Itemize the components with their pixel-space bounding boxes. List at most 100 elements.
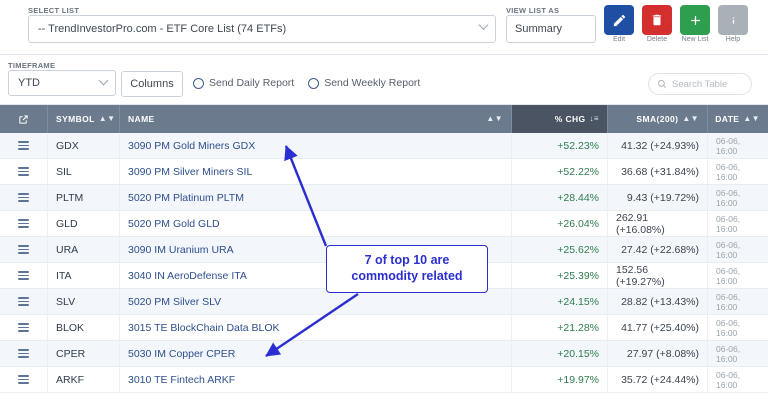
table-row[interactable]: SLV 5020 PM Silver SLV +24.15% 28.82 (+13.4…: [0, 289, 768, 315]
row-name[interactable]: 3090 PM Silver Miners SIL: [120, 159, 512, 184]
edit-button-label: Edit: [612, 36, 626, 43]
row-menu-button[interactable]: [0, 159, 48, 184]
hamburger-icon: [18, 349, 29, 358]
table-header-date-label: DATE: [715, 114, 740, 124]
hamburger-icon: [18, 193, 29, 202]
row-date: 06-06, 16:00: [716, 369, 741, 390]
table-header-pct-change[interactable]: % CHG ↓≡: [512, 105, 608, 133]
row-menu-button[interactable]: [0, 185, 48, 210]
row-menu-button[interactable]: [0, 341, 48, 366]
table-header-name[interactable]: NAME ▲▼: [120, 105, 512, 133]
info-icon: [718, 5, 748, 35]
sort-icon: ▲▼: [743, 114, 760, 123]
row-pct-change: +20.15%: [512, 341, 608, 366]
table-row[interactable]: ARKF 3010 TE Fintech ARKF +19.97% 35.72 (+2…: [0, 367, 768, 393]
new-list-button-label: New List: [681, 36, 709, 43]
row-name[interactable]: 5020 PM Silver SLV: [120, 289, 512, 314]
row-symbol: SIL: [48, 159, 120, 184]
pencil-icon: [604, 5, 634, 35]
row-name[interactable]: 3040 IN AeroDefense ITA: [120, 263, 512, 288]
hamburger-icon: [18, 167, 29, 176]
table-header-sma[interactable]: SMA(200) ▲▼: [608, 105, 708, 133]
row-pct-change: +28.44%: [512, 185, 608, 210]
row-symbol: PLTM: [48, 185, 120, 210]
action-buttons: Edit Delete New List Help: [604, 5, 748, 43]
table-header-symbol[interactable]: SYMBOL ▲▼: [48, 105, 120, 133]
delete-button[interactable]: Delete: [642, 5, 672, 43]
edit-button[interactable]: Edit: [604, 5, 634, 43]
send-daily-report-radio[interactable]: Send Daily Report: [193, 77, 294, 89]
view-list-group: VIEW LIST AS Summary: [506, 6, 596, 43]
table-row[interactable]: BLOK 3015 TE BlockChain Data BLOK +21.28% 4…: [0, 315, 768, 341]
search-input[interactable]: Search Table: [648, 73, 752, 95]
row-name[interactable]: 3010 TE Fintech ARKF: [120, 367, 512, 392]
row-symbol: GLD: [48, 211, 120, 236]
table-header-expand[interactable]: [0, 105, 48, 133]
trash-icon: [642, 5, 672, 35]
row-symbol: ARKF: [48, 367, 120, 392]
columns-button-label: Columns: [130, 78, 174, 90]
send-weekly-report-label: Send Weekly Report: [324, 77, 421, 89]
hamburger-icon: [18, 375, 29, 384]
row-name[interactable]: 3015 TE BlockChain Data BLOK: [120, 315, 512, 340]
select-list-value: -- TrendInvestorPro.com - ETF Core List …: [38, 23, 287, 35]
row-pct-change: +52.23%: [512, 133, 608, 158]
row-menu-button[interactable]: [0, 289, 48, 314]
row-symbol: URA: [48, 237, 120, 262]
row-symbol: ITA: [48, 263, 120, 288]
select-list-dropdown[interactable]: -- TrendInvestorPro.com - ETF Core List …: [28, 15, 496, 43]
row-menu-button[interactable]: [0, 211, 48, 236]
annotation-callout: 7 of top 10 are commodity related: [326, 245, 488, 293]
table-row[interactable]: PLTM 5020 PM Platinum PLTM +28.44% 9.43 (+1…: [0, 185, 768, 211]
row-name[interactable]: 3090 PM Gold Miners GDX: [120, 133, 512, 158]
row-menu-button[interactable]: [0, 133, 48, 158]
hamburger-icon: [18, 219, 29, 228]
row-date: 06-06, 16:00: [716, 265, 741, 286]
timeframe-value: YTD: [18, 77, 40, 89]
table-header-name-label: NAME: [128, 114, 155, 124]
row-sma: 41.77 (+25.40%): [608, 315, 708, 340]
row-sma: 9.43 (+19.72%): [608, 185, 708, 210]
row-sma: 27.42 (+22.68%): [608, 237, 708, 262]
table-header-symbol-label: SYMBOL: [56, 114, 95, 124]
row-menu-button[interactable]: [0, 315, 48, 340]
row-name[interactable]: 5030 IM Copper CPER: [120, 341, 512, 366]
select-list-group: SELECT LIST -- TrendInvestorPro.com - ET…: [28, 6, 496, 43]
table-header-pct-change-label: % CHG: [554, 114, 586, 124]
row-date: 06-06, 16:00: [716, 213, 741, 234]
timeframe-dropdown[interactable]: YTD: [8, 70, 116, 96]
row-symbol: GDX: [48, 133, 120, 158]
row-sma: 36.68 (+31.84%): [608, 159, 708, 184]
help-button[interactable]: Help: [718, 5, 748, 43]
row-name[interactable]: 5020 PM Platinum PLTM: [120, 185, 512, 210]
row-name[interactable]: 5020 PM Gold GLD: [120, 211, 512, 236]
row-sma: 27.97 (+8.08%): [608, 341, 708, 366]
hamburger-icon: [18, 141, 29, 150]
new-list-button[interactable]: New List: [680, 5, 710, 43]
row-pct-change: +52.22%: [512, 159, 608, 184]
row-date: 06-06, 16:00: [716, 317, 741, 338]
table-row[interactable]: SIL 3090 PM Silver Miners SIL +52.22% 36.68…: [0, 159, 768, 185]
table-row[interactable]: GLD 5020 PM Gold GLD +26.04% 262.91 (+16.08…: [0, 211, 768, 237]
chevron-down-icon: [478, 20, 489, 30]
view-list-value-box[interactable]: Summary: [506, 15, 596, 43]
search-icon: [657, 79, 667, 89]
row-menu-button[interactable]: [0, 237, 48, 262]
row-date: 06-06, 16:00: [716, 135, 741, 156]
select-list-label: SELECT LIST: [28, 6, 80, 15]
row-menu-button[interactable]: [0, 367, 48, 392]
row-sma: 35.72 (+24.44%): [608, 367, 708, 392]
row-menu-button[interactable]: [0, 263, 48, 288]
radio-icon: [193, 77, 204, 89]
send-weekly-report-radio[interactable]: Send Weekly Report: [308, 77, 420, 89]
table-header-date[interactable]: DATE ▲▼: [708, 105, 768, 133]
table-row[interactable]: CPER 5030 IM Copper CPER +20.15% 27.97 (+8.…: [0, 341, 768, 367]
row-name[interactable]: 3090 IM Uranium URA: [120, 237, 512, 262]
columns-button[interactable]: Columns: [121, 71, 183, 97]
table-row[interactable]: GDX 3090 PM Gold Miners GDX +52.23% 41.32 (…: [0, 133, 768, 159]
row-symbol: SLV: [48, 289, 120, 314]
row-symbol: BLOK: [48, 315, 120, 340]
plus-icon: [680, 5, 710, 35]
annotation-line-2: commodity related: [351, 269, 463, 283]
